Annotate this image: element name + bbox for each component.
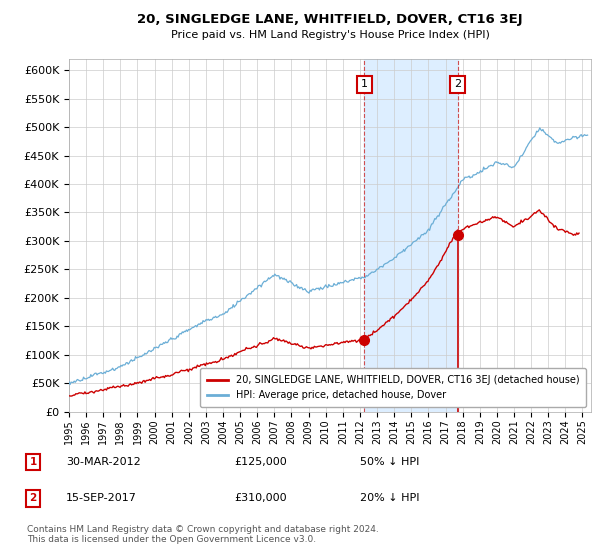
Text: 20, SINGLEDGE LANE, WHITFIELD, DOVER, CT16 3EJ: 20, SINGLEDGE LANE, WHITFIELD, DOVER, CT…: [137, 13, 523, 26]
Text: 30-MAR-2012: 30-MAR-2012: [66, 457, 141, 467]
Text: 20% ↓ HPI: 20% ↓ HPI: [360, 493, 419, 503]
Text: 2: 2: [454, 80, 461, 90]
Legend: 20, SINGLEDGE LANE, WHITFIELD, DOVER, CT16 3EJ (detached house), HPI: Average pr: 20, SINGLEDGE LANE, WHITFIELD, DOVER, CT…: [200, 368, 586, 407]
Text: 15-SEP-2017: 15-SEP-2017: [66, 493, 137, 503]
Text: £310,000: £310,000: [234, 493, 287, 503]
Bar: [364, 59, 458, 412]
Text: 2: 2: [29, 493, 37, 503]
Text: 50% ↓ HPI: 50% ↓ HPI: [360, 457, 419, 467]
Text: 1: 1: [361, 80, 368, 90]
Text: Price paid vs. HM Land Registry's House Price Index (HPI): Price paid vs. HM Land Registry's House …: [170, 30, 490, 40]
Text: £125,000: £125,000: [234, 457, 287, 467]
Text: 1: 1: [29, 457, 37, 467]
Text: Contains HM Land Registry data © Crown copyright and database right 2024.
This d: Contains HM Land Registry data © Crown c…: [27, 525, 379, 544]
